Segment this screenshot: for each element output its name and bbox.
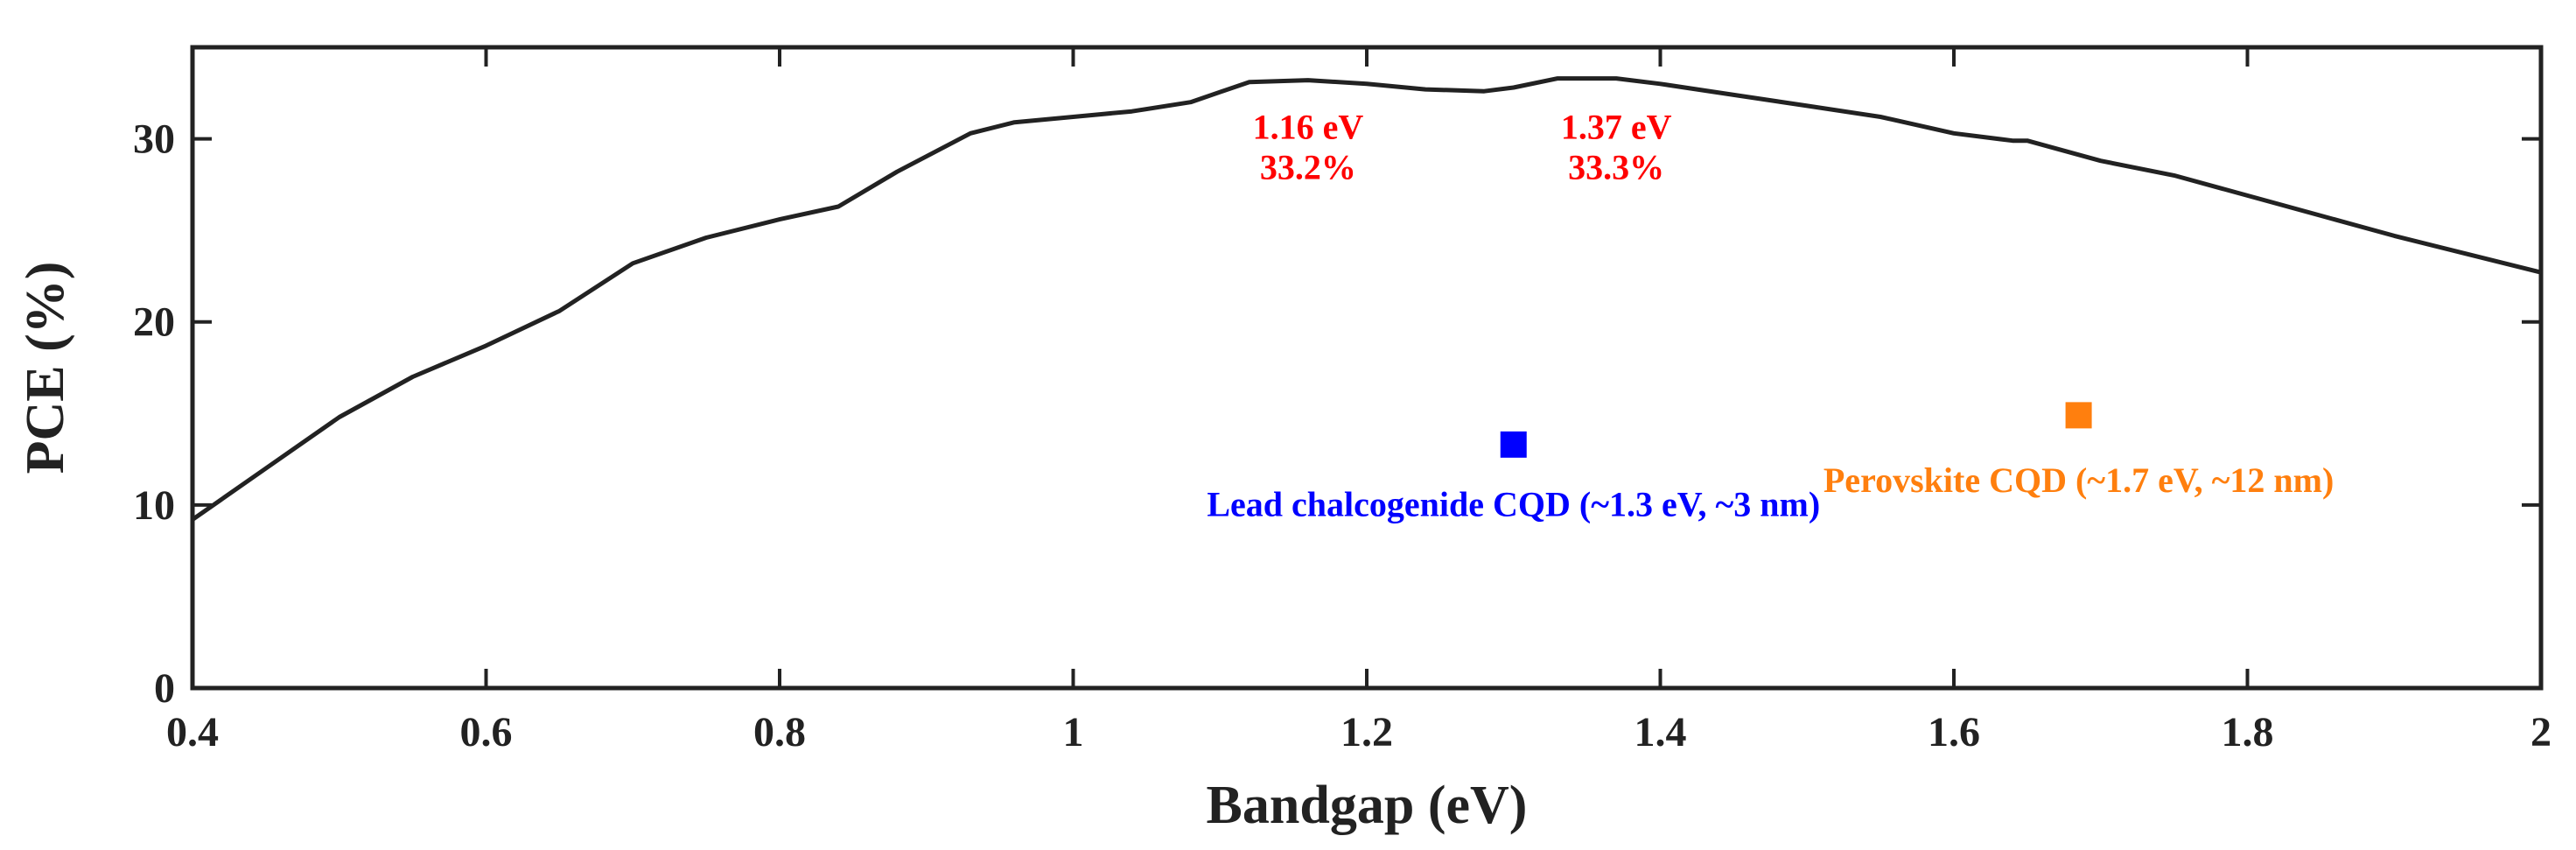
x-axis-title: Bandgap (eV) [1207,776,1528,835]
y-tick-label: 0 [154,665,175,712]
x-tick-label: 2 [2530,709,2552,755]
peak-annotation-pce: 33.3% [1568,148,1664,187]
lead-chalcogenide-marker [1500,431,1527,458]
y-tick-label: 10 [133,482,175,529]
x-tick-label: 1 [1063,709,1084,755]
y-tick-label: 20 [133,299,175,346]
y-tick-label: 30 [133,116,175,163]
peak-annotation-pce: 33.2% [1260,148,1356,187]
perovskite-marker [2065,402,2092,429]
peak-annotation-bandgap: 1.16 eV [1253,108,1364,147]
x-tick-label: 1.6 [1928,709,1980,755]
x-tick-label: 0.8 [753,709,806,755]
x-tick-label: 0.4 [166,709,219,755]
x-tick-label: 1.2 [1340,709,1393,755]
plot-area [190,45,2544,691]
x-tick-label: 0.6 [460,709,513,755]
lead-chalcogenide-label: Lead chalcogenide CQD (~1.3 eV, ~3 nm) [1207,484,1820,523]
x-tick-labels: 0.4 0.6 0.8 1 1.2 1.4 1.6 1.8 2 [166,709,2552,755]
y-tick-labels: 0 10 20 30 [133,116,175,712]
ticks-layer [191,47,2543,690]
y-axis-title: PCE (%) [16,262,75,474]
x-tick-label: 1.8 [2222,709,2274,755]
x-tick-label: 1.4 [1634,709,1687,755]
points-layer: Lead chalcogenide CQD (~1.3 eV, ~3 nm)Pe… [1207,402,2334,523]
perovskite-label: Perovskite CQD (~1.7 eV, ~12 nm) [1824,460,2334,500]
peak-annotation-bandgap: 1.37 eV [1561,108,1672,147]
pce-curve-line [191,76,2542,522]
